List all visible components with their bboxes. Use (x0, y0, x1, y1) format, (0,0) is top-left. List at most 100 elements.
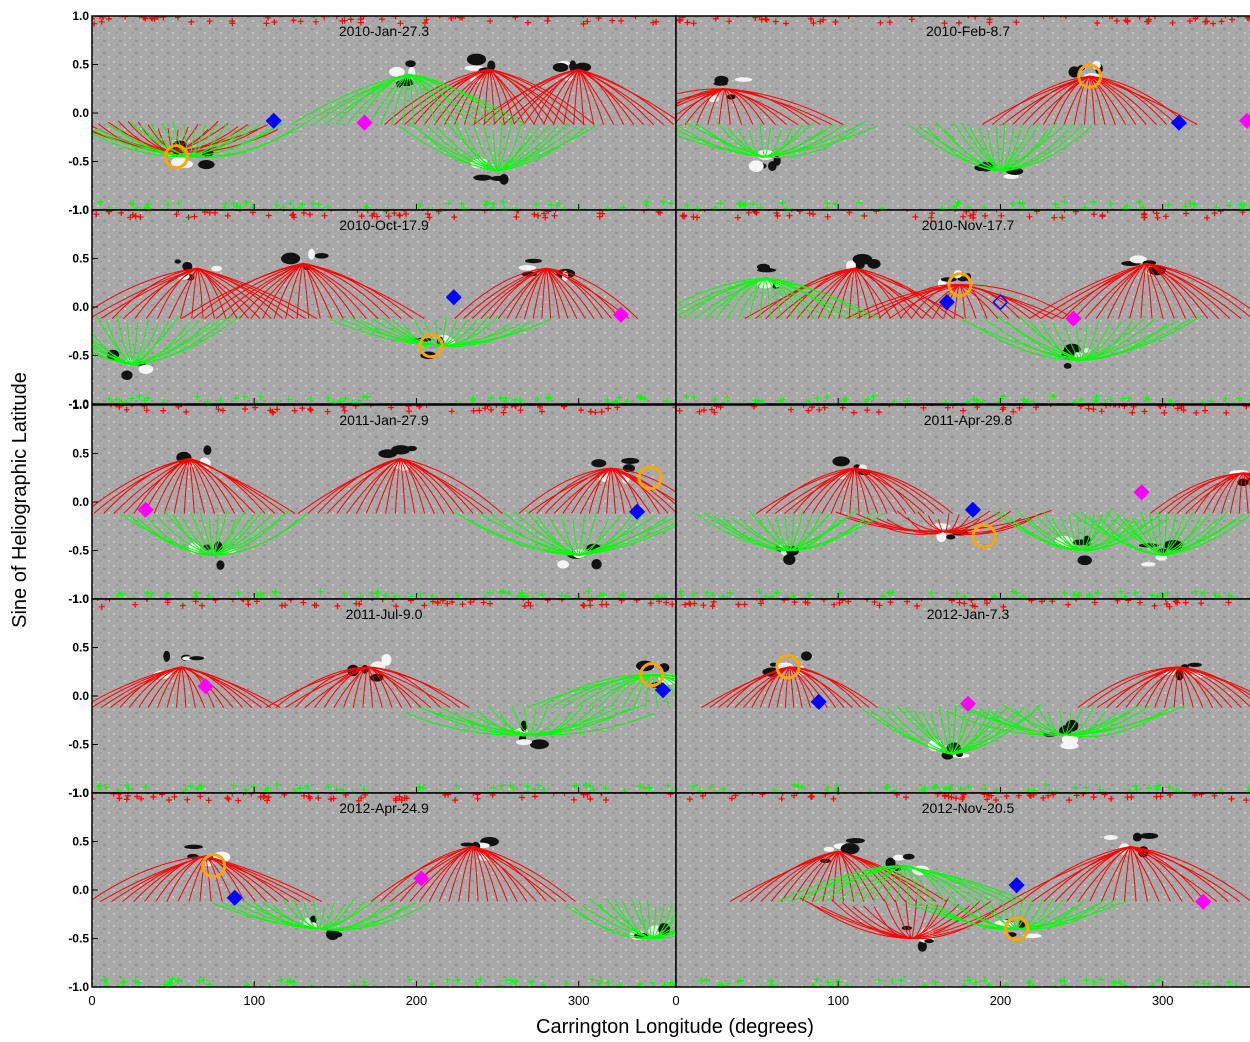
field-line (1029, 262, 1147, 320)
pole-marker (280, 204, 287, 210)
pole-marker (512, 978, 518, 985)
field-line (205, 855, 256, 902)
magnetogram-background (676, 210, 1250, 404)
pole-marker (661, 594, 668, 599)
field-line (265, 666, 368, 709)
panel-content (92, 16, 676, 210)
field-line (1162, 510, 1168, 556)
pole-marker (174, 16, 181, 21)
field-line (707, 88, 725, 125)
field-line (911, 903, 960, 939)
pole-marker (278, 977, 285, 983)
panel-content (676, 16, 1250, 210)
pole-marker (1162, 405, 1169, 408)
field-line (704, 511, 790, 551)
pole-marker (620, 591, 626, 598)
pole-marker (928, 589, 935, 596)
field-line (399, 457, 494, 515)
field-line (355, 457, 401, 514)
field-line (543, 68, 579, 125)
field-line (848, 268, 855, 319)
magnetic-patch (569, 60, 577, 72)
field-line (1146, 262, 1250, 318)
x-tick-label: 200 (406, 993, 428, 1008)
pole-marker (721, 400, 728, 404)
pole-marker (581, 602, 588, 609)
pole-marker (1236, 395, 1243, 402)
field-line (750, 850, 839, 902)
pole-marker (1129, 409, 1136, 416)
field-line (336, 457, 401, 514)
magnetic-patch (1063, 363, 1072, 369)
magnetic-patch (783, 554, 796, 565)
pole-marker (1042, 782, 1049, 789)
pole-marker (956, 599, 963, 606)
pole-marker (875, 409, 882, 416)
pole-marker (435, 210, 442, 215)
pole-marker (274, 406, 281, 413)
field-line (786, 267, 855, 319)
pole-marker (317, 588, 324, 595)
magnetic-patch (901, 925, 912, 931)
field-line (134, 267, 198, 319)
pole-marker (1178, 405, 1185, 410)
field-line (1130, 845, 1250, 902)
pole-marker (1071, 399, 1078, 404)
pole-marker (1182, 203, 1189, 210)
pole-marker (249, 204, 256, 210)
field-line (153, 457, 190, 514)
pole-marker (664, 398, 671, 404)
pole-marker (444, 600, 451, 607)
pole-marker (103, 784, 110, 791)
field-line (910, 898, 917, 939)
magnetic-patch (714, 75, 729, 85)
pole-marker (1141, 211, 1147, 218)
pole-marker (912, 214, 919, 220)
pole-marker (551, 212, 558, 219)
pole-marker (223, 791, 225, 793)
field-line (511, 705, 531, 736)
field-line (911, 899, 1013, 939)
pole-marker (981, 204, 988, 210)
pole-marker (1187, 200, 1194, 207)
pole-marker (358, 213, 365, 220)
field-line (572, 517, 580, 556)
pole-marker (1084, 207, 1091, 210)
pole-marker (424, 596, 430, 599)
pole-marker (717, 200, 724, 207)
pole-marker (824, 213, 831, 220)
field-line (499, 712, 531, 737)
pole-marker (230, 782, 237, 789)
pole-marker (1073, 599, 1080, 602)
pole-marker (663, 599, 670, 606)
pole-marker (1080, 207, 1087, 210)
pole-marker (212, 599, 219, 603)
pole-marker (1124, 203, 1130, 210)
x-tick-label: 100 (243, 993, 265, 1008)
pole-marker (941, 793, 948, 799)
field-line (537, 515, 579, 556)
pole-marker (439, 599, 446, 604)
pole-marker (1026, 213, 1033, 220)
pole-marker (1223, 409, 1230, 416)
field-line (926, 126, 1001, 172)
field-line (144, 855, 206, 902)
pole-marker (444, 976, 451, 983)
pole-marker (120, 979, 127, 986)
pole-marker (141, 16, 148, 21)
field-line (910, 284, 960, 319)
pole-marker (741, 601, 748, 608)
pole-marker (439, 16, 441, 19)
pole-marker (582, 16, 584, 18)
pole-marker (507, 207, 510, 210)
orange-circle-marker (971, 523, 997, 549)
pole-marker (191, 213, 198, 220)
pole-marker (691, 394, 698, 401)
field-line (1144, 666, 1180, 708)
pole-marker (1172, 405, 1175, 408)
green-field-lines (398, 121, 597, 172)
panel-content (676, 210, 1250, 404)
pole-marker (1093, 393, 1100, 400)
field-line (879, 706, 952, 755)
field-line (943, 509, 1052, 532)
